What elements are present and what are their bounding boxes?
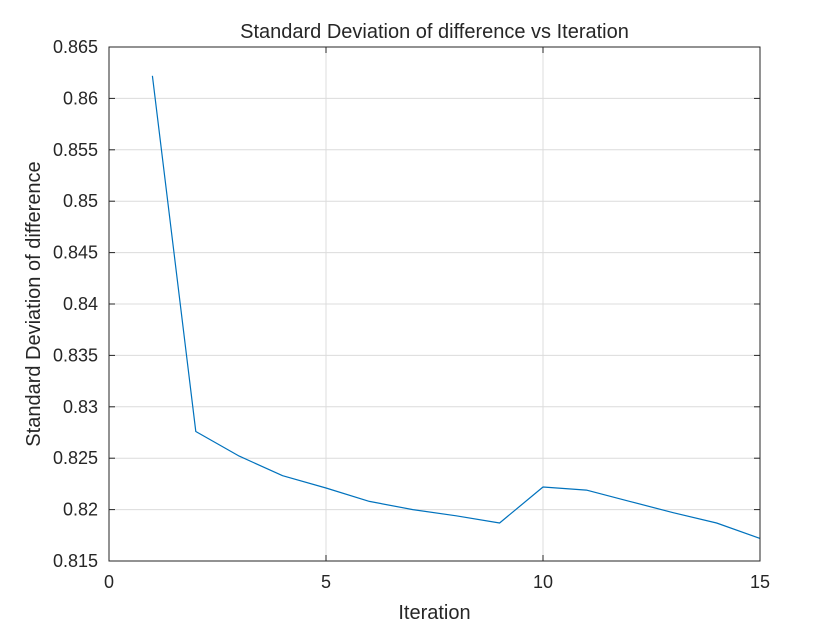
y-tick-label: 0.845: [53, 243, 98, 263]
y-tick-label: 0.85: [63, 191, 98, 211]
y-tick-label: 0.815: [53, 551, 98, 571]
y-tick-label: 0.86: [63, 88, 98, 108]
series-line: [151, 75, 761, 539]
ticks: 0 5 10 15 0.815 0.82 0.825 0.83 0.835 0.84 0.845 0.…: [53, 37, 770, 592]
y-tick-label: 0.835: [53, 345, 98, 365]
y-tick-label: 0.825: [53, 448, 98, 468]
y-tick-label: 0.84: [63, 294, 98, 314]
x-tick-label: 0: [104, 572, 114, 592]
series-layer: [151, 75, 761, 539]
grid: [109, 47, 760, 561]
x-tick-label: 15: [750, 572, 770, 592]
x-tick-label: 10: [533, 572, 553, 592]
y-tick-label: 0.865: [53, 37, 98, 57]
x-tick-label: 5: [321, 572, 331, 592]
y-tick-label: 0.82: [63, 500, 98, 520]
x-axis-label: Iteration: [398, 602, 470, 624]
y-tick-label: 0.855: [53, 140, 98, 160]
y-tick-label: 0.83: [63, 397, 98, 417]
chart-title: Standard Deviation of difference vs Iter…: [240, 21, 629, 43]
y-axis-label: Standard Deviation of difference: [23, 161, 45, 446]
